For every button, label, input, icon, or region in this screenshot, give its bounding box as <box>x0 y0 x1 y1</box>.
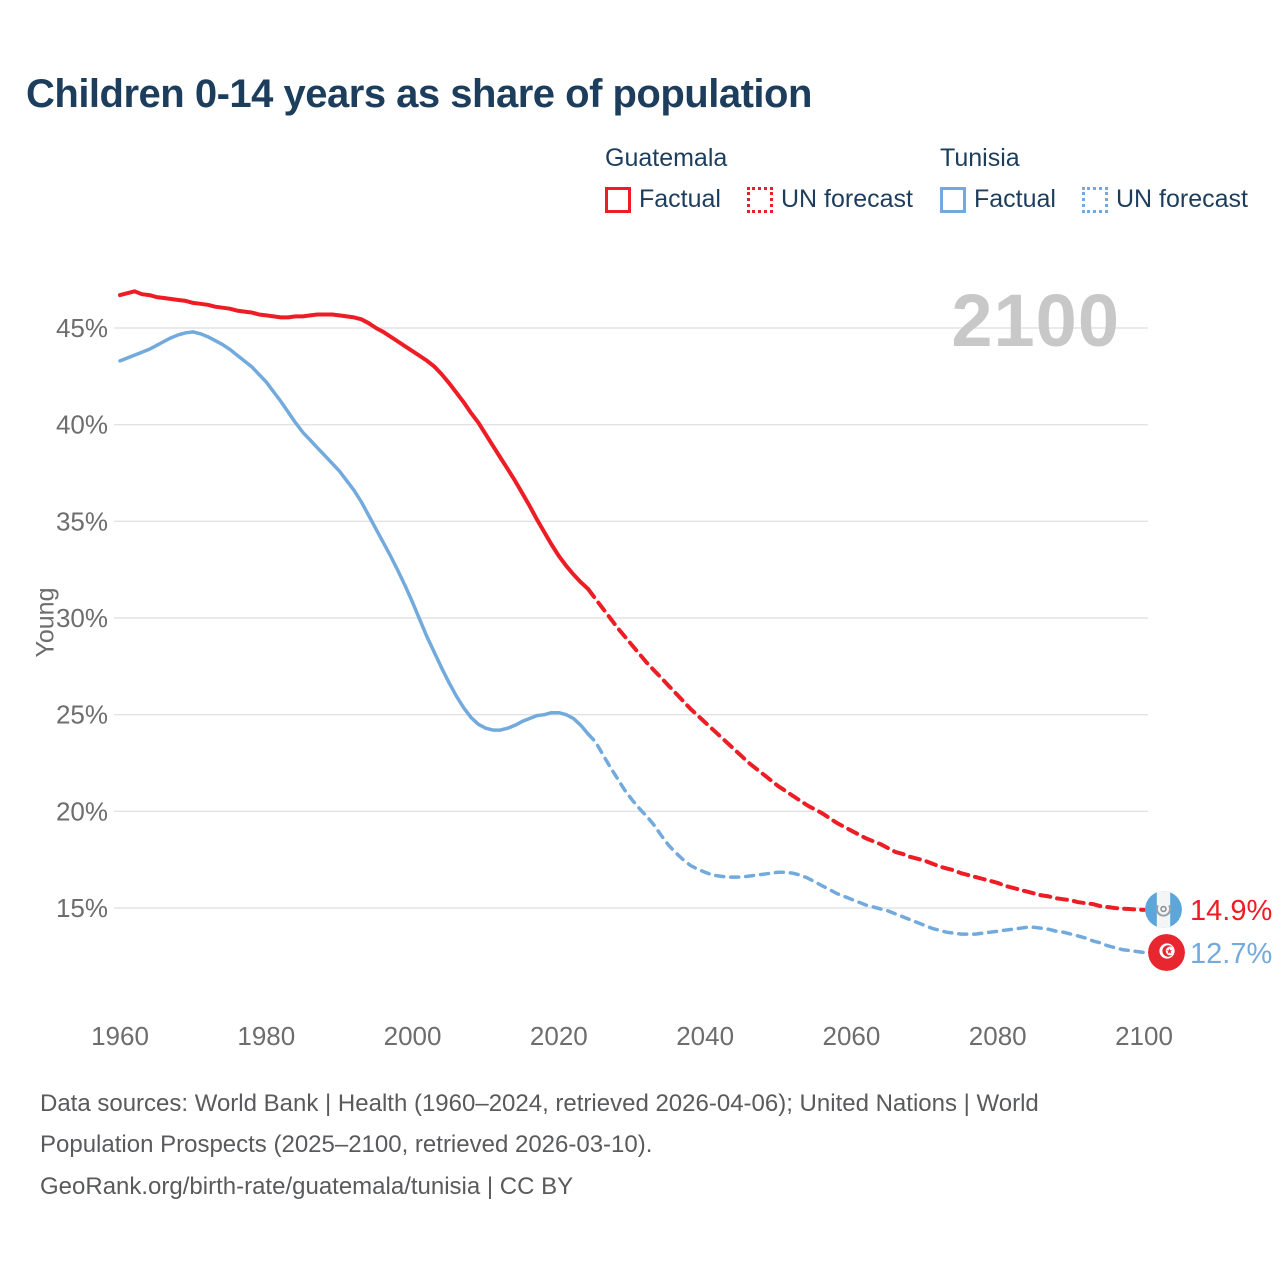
legend-item-label: UN forecast <box>780 185 913 213</box>
tunisia-un-forecast-line[interactable] <box>586 732 1146 955</box>
legend-item-label: Factual <box>974 185 1056 213</box>
x-tick-label: 2060 <box>823 1021 881 1051</box>
legend-item-label: Factual <box>639 185 721 213</box>
legend-item-label: UN forecast <box>1115 185 1248 213</box>
x-tick-label: 2000 <box>384 1021 442 1051</box>
source-line-1: Data sources: World Bank | Health (1960–… <box>40 1090 1039 1117</box>
x-tick-label: 2080 <box>969 1021 1027 1051</box>
tunisia-factual-line[interactable] <box>118 330 590 736</box>
y-tick-label: 20% <box>56 796 108 826</box>
x-tick-label: 2020 <box>530 1021 588 1051</box>
tunisia-factual-swatch-icon <box>940 186 966 213</box>
x-tick-label: 2100 <box>1115 1021 1173 1051</box>
y-tick-label: 45% <box>56 313 108 343</box>
page-title: Children 0-14 years as share of populati… <box>26 72 812 116</box>
legend-country-tunisia: Tunisia <box>940 144 1020 172</box>
guatemala-factual-line[interactable] <box>118 289 591 591</box>
y-tick-label: 30% <box>56 603 108 633</box>
guatemala-forecast-swatch-icon <box>746 186 773 213</box>
guatemala-flag-icon[interactable] <box>1145 891 1182 928</box>
tunisia-flag-icon[interactable] <box>1148 934 1185 971</box>
source-link[interactable]: GeoRank.org/birth-rate/guatemala/tunisia… <box>40 1173 574 1200</box>
x-tick-label: 1960 <box>91 1021 149 1051</box>
legend-country-guatemala: Guatemala <box>605 144 728 172</box>
tunisia-end-value: 12.7% <box>1190 938 1273 970</box>
watermark-year: 2100 <box>951 279 1120 362</box>
x-tick-label: 1980 <box>237 1021 295 1051</box>
legend-item-tunisia-factual[interactable]: Factual <box>940 185 1056 214</box>
legend-item-tunisia-forecast[interactable]: UN forecast <box>1081 185 1248 214</box>
tunisia-forecast-swatch-icon <box>1081 186 1108 213</box>
legend-group-guatemala: Guatemala Factual UN forecast <box>605 144 913 214</box>
source-line-2: Population Prospects (2025–2100, retriev… <box>40 1131 653 1158</box>
legend-item-guatemala-factual[interactable]: Factual <box>605 185 721 214</box>
guatemala-end-value: 14.9% <box>1190 895 1273 927</box>
y-tick-label: 40% <box>56 410 108 440</box>
y-tick-label: 15% <box>56 893 108 923</box>
legend-group-tunisia: Tunisia Factual UN forecast <box>940 144 1248 214</box>
guatemala-un-forecast-line[interactable] <box>586 587 1146 912</box>
guatemala-factual-swatch-icon <box>605 186 631 213</box>
x-tick-label: 2040 <box>676 1021 734 1051</box>
y-tick-label: 25% <box>56 700 108 730</box>
legend-item-guatemala-forecast[interactable]: UN forecast <box>746 185 913 214</box>
y-axis-label: Young <box>31 587 60 658</box>
y-tick-label: 35% <box>56 506 108 536</box>
